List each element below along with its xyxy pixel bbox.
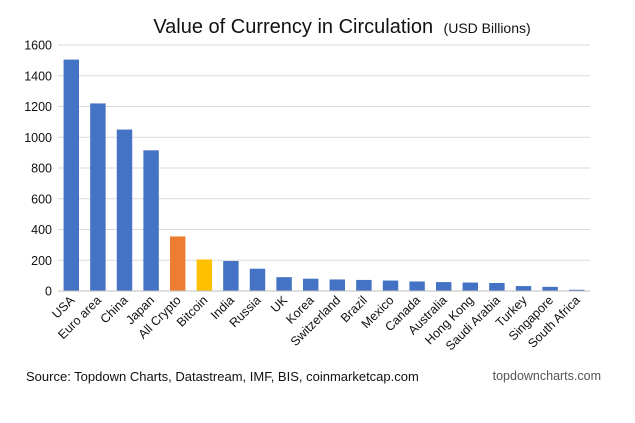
bar-singapore xyxy=(542,286,558,291)
bar-canada xyxy=(409,281,425,291)
bar-india xyxy=(223,261,239,291)
y-tick-label: 800 xyxy=(31,162,52,176)
bar-korea xyxy=(302,278,319,291)
bar-euro-area xyxy=(90,103,106,291)
y-tick-label: 200 xyxy=(31,254,52,268)
bar-bitcoin xyxy=(196,259,213,291)
x-tick-label: Bitcoin xyxy=(174,293,210,329)
bar-brazil xyxy=(356,279,372,291)
y-tick-label: 1000 xyxy=(24,131,52,145)
y-tick-label: 600 xyxy=(31,192,52,206)
bar-mexico xyxy=(382,280,399,291)
chart-title: Value of Currency in Circulation (USD Bi… xyxy=(153,16,530,38)
bar-japan xyxy=(143,150,159,291)
bar-australia xyxy=(435,282,452,291)
bar-all-crypto xyxy=(169,236,186,291)
credit-note: topdowncharts.com xyxy=(492,369,601,383)
source-note: Source: Topdown Charts, Datastream, IMF,… xyxy=(26,369,419,384)
chart-title-subtitle: (USD Billions) xyxy=(444,20,531,36)
chart-title-main: Value of Currency in Circulation xyxy=(153,16,433,38)
x-tick-label: China xyxy=(98,293,131,326)
bar-china xyxy=(116,129,133,291)
bar-saudi-arabia xyxy=(489,283,505,291)
bar-turkey xyxy=(515,286,532,291)
y-tick-label: 1400 xyxy=(24,69,52,83)
bar-hong-kong xyxy=(462,282,479,291)
bar-south-africa xyxy=(568,289,585,291)
bar-russia xyxy=(249,268,266,291)
y-tick-label: 1200 xyxy=(24,100,52,114)
y-tick-label: 0 xyxy=(45,285,52,299)
y-tick-label: 400 xyxy=(31,223,52,237)
y-tick-label: 1600 xyxy=(24,39,52,53)
gridlines xyxy=(58,44,590,261)
bar-usa xyxy=(63,59,80,292)
y-axis-ticks: 0 200 400 600 800 1000 1200 1400 1600 xyxy=(24,39,52,299)
bar-uk xyxy=(276,277,292,291)
bar-switzerland xyxy=(329,279,346,291)
bars xyxy=(63,59,585,292)
